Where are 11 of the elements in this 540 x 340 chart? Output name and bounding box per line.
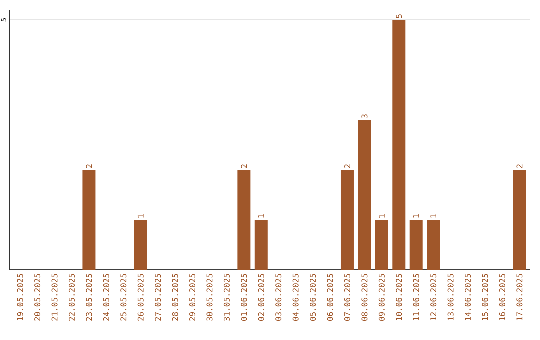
bar — [392, 20, 406, 270]
bar — [340, 170, 354, 270]
bar — [358, 120, 372, 270]
bar — [134, 220, 148, 270]
bar — [238, 170, 251, 270]
bar — [410, 220, 423, 270]
bar — [375, 220, 388, 270]
bar — [513, 170, 526, 270]
bar — [427, 220, 440, 270]
bar — [254, 220, 268, 270]
bar — [82, 170, 96, 270]
